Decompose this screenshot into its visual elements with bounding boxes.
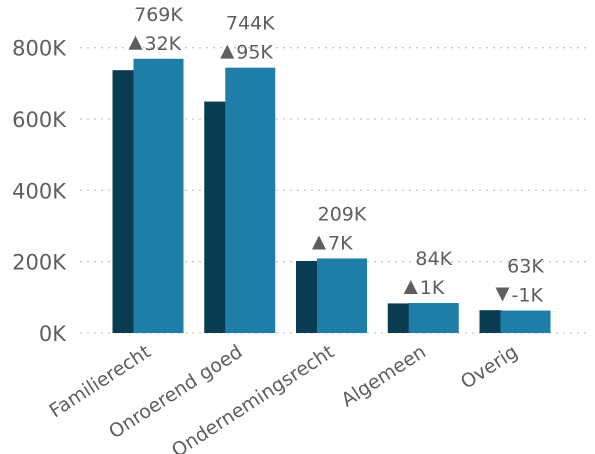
y-tick-label: 600K <box>12 108 67 132</box>
change-up-icon <box>128 35 143 50</box>
y-axis: 0K 200K 400K 600K 800K <box>12 37 67 346</box>
bar-current <box>500 310 551 333</box>
y-tick-label: 400K <box>12 179 67 203</box>
bar-current <box>317 258 367 333</box>
value-label: 209K <box>318 203 367 225</box>
category-label: Ondernemingsrecht <box>168 341 338 454</box>
change-up-icon <box>312 235 326 250</box>
change-label: 32K <box>145 33 182 55</box>
bar-current <box>225 67 276 334</box>
category-label: Algemeen <box>338 341 430 412</box>
change-up-icon <box>220 44 235 59</box>
change-down-icon <box>495 287 510 302</box>
value-label: 63K <box>507 256 544 278</box>
value-label: 744K <box>226 13 275 35</box>
bar-current <box>133 58 184 334</box>
change-label: 7K <box>328 232 353 254</box>
bar-prior <box>112 70 135 334</box>
value-label: 84K <box>415 248 452 270</box>
y-tick-label: 800K <box>12 37 67 61</box>
value-label: 769K <box>134 4 183 26</box>
bars <box>112 58 551 334</box>
data-labels: 769K 32K 744K 95K 209K 7K 84K 1K 63K -1K <box>128 4 544 307</box>
category-label: Overig <box>457 341 522 394</box>
change-label: -1K <box>512 285 544 307</box>
y-tick-label: 0K <box>39 322 67 346</box>
change-label: 1K <box>420 277 445 299</box>
y-tick-label: 200K <box>12 251 67 275</box>
bar-prior <box>387 303 410 333</box>
change-label: 95K <box>236 42 273 64</box>
bar-prior <box>296 260 318 333</box>
bar-prior <box>479 310 502 333</box>
change-up-icon <box>403 280 418 295</box>
bar-prior <box>204 101 227 333</box>
bar-current <box>408 303 459 333</box>
